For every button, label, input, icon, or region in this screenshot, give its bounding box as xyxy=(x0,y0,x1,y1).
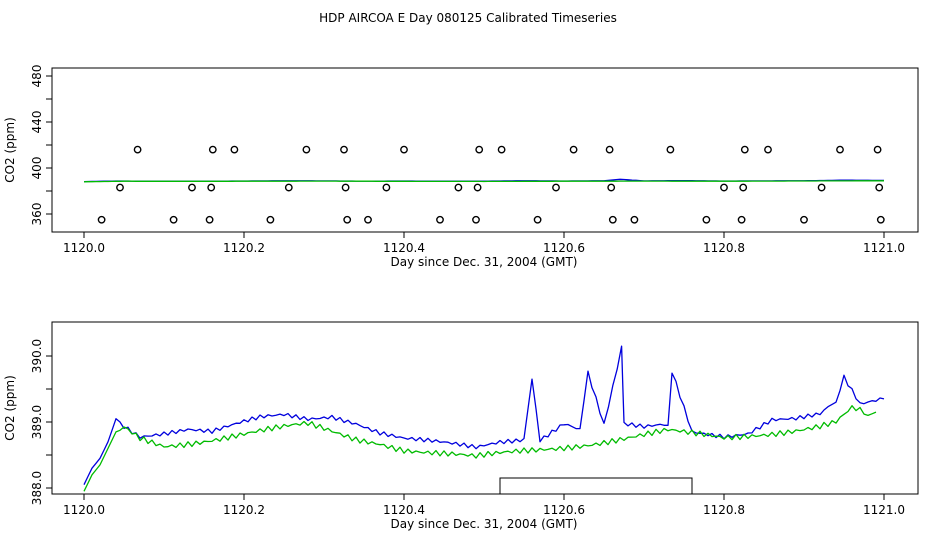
x-tick-label: 1120.4 xyxy=(383,503,425,517)
data-point xyxy=(208,145,217,154)
y-axis-label: CO2 (ppm) xyxy=(3,117,17,183)
data-point xyxy=(341,183,350,192)
data-point xyxy=(875,183,884,192)
data-point xyxy=(764,145,772,154)
data-point xyxy=(836,145,844,154)
data-point xyxy=(740,145,749,154)
data-point xyxy=(497,145,506,154)
x-axis-label: Day since Dec. 31, 2004 (GMT) xyxy=(391,517,578,531)
data-point xyxy=(230,145,239,154)
y-tick-label: 390.0 xyxy=(30,339,44,373)
x-tick-label: 1120.8 xyxy=(703,241,745,255)
y-tick-label: 388.0 xyxy=(30,471,44,505)
data-point xyxy=(607,183,616,192)
data-point xyxy=(400,145,408,154)
data-point xyxy=(266,215,275,224)
data-point xyxy=(873,145,882,154)
data-point xyxy=(340,145,348,154)
plot-frame xyxy=(51,67,919,233)
data-point xyxy=(472,215,480,224)
series-line-blue xyxy=(83,345,885,485)
x-axis-label: Day since Dec. 31, 2004 (GMT) xyxy=(391,255,578,269)
x-tick-label: 1120.0 xyxy=(63,241,105,255)
data-point xyxy=(302,145,311,154)
data-point xyxy=(207,183,216,192)
series-line-green xyxy=(83,180,884,183)
data-point xyxy=(737,215,746,224)
y-tick-label: 400 xyxy=(30,157,44,180)
x-tick-label: 1120.6 xyxy=(543,503,585,517)
chart-title: HDP AIRCOA E Day 080125 Calibrated Times… xyxy=(319,11,617,25)
data-point xyxy=(569,145,578,154)
data-point xyxy=(382,183,391,192)
bottom-panel: 1120.0 1120.2 1120.4 1120.6 1120.8 1121.0 Day … xyxy=(3,321,919,531)
y-tick-label: 360 xyxy=(30,203,44,226)
data-point xyxy=(630,215,639,224)
data-point xyxy=(284,183,293,192)
data-point xyxy=(205,215,214,224)
x-tick-label: 1120.2 xyxy=(223,503,265,517)
data-point xyxy=(475,145,484,154)
data-point xyxy=(97,215,106,224)
x-tick-label: 1121.0 xyxy=(863,503,905,517)
data-point xyxy=(473,183,482,192)
data-point xyxy=(817,183,826,192)
x-tick-label: 1121.0 xyxy=(863,241,905,255)
data-point xyxy=(608,215,617,224)
data-point xyxy=(800,215,808,224)
y-axis-label: CO2 (ppm) xyxy=(3,375,17,441)
data-point xyxy=(436,215,444,224)
x-tick-label: 1120.0 xyxy=(63,503,105,517)
data-point xyxy=(454,183,463,192)
data-point xyxy=(133,145,142,154)
series-line-green xyxy=(83,405,877,492)
y-tick-label: 480 xyxy=(30,65,44,88)
x-tick-label: 1120.4 xyxy=(383,241,425,255)
x-tick-label: 1120.2 xyxy=(223,241,265,255)
top-panel: 1120.0 1120.2 1120.4 1120.6 1120.8 1121.0 Day … xyxy=(3,65,919,269)
data-point xyxy=(739,183,748,192)
data-point xyxy=(343,215,352,224)
annotation-box xyxy=(499,477,693,495)
data-point xyxy=(533,215,542,224)
data-point xyxy=(188,183,196,192)
data-point xyxy=(702,215,711,224)
data-point xyxy=(666,145,675,154)
data-point xyxy=(876,215,885,224)
data-point xyxy=(605,145,614,154)
x-tick-label: 1120.8 xyxy=(703,503,745,517)
data-point xyxy=(169,215,178,224)
y-tick-label: 440 xyxy=(30,111,44,134)
y-tick-label: 389.0 xyxy=(30,405,44,439)
plot-frame xyxy=(51,321,919,495)
data-point xyxy=(552,183,560,192)
x-tick-label: 1120.6 xyxy=(543,241,585,255)
data-point xyxy=(720,183,728,192)
data-point xyxy=(116,183,124,192)
data-point xyxy=(364,215,372,224)
